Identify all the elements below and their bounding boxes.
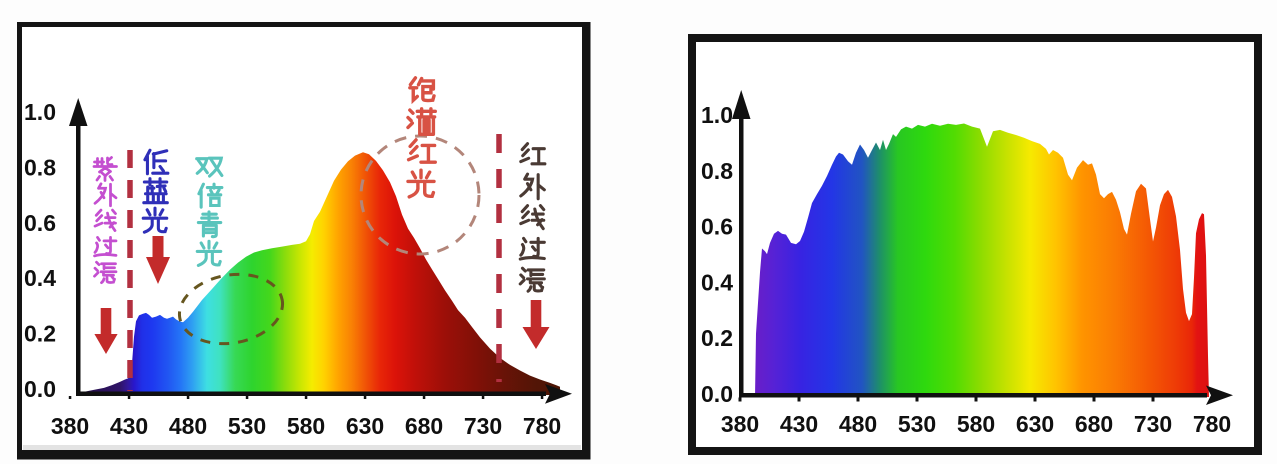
svg-text:780: 780	[523, 413, 561, 439]
svg-text:480: 480	[169, 413, 207, 439]
svg-text:580: 580	[287, 413, 325, 439]
svg-text:730: 730	[464, 413, 502, 439]
svg-text:0.6: 0.6	[701, 214, 733, 240]
svg-text:430: 430	[780, 411, 818, 437]
svg-text:530: 530	[898, 411, 936, 437]
svg-text:380: 380	[721, 411, 759, 437]
svg-text:430: 430	[110, 413, 148, 439]
svg-text:0.6: 0.6	[24, 210, 56, 236]
svg-text:680: 680	[405, 413, 443, 439]
svg-text:380: 380	[51, 413, 89, 439]
svg-text:0.8: 0.8	[701, 158, 733, 184]
svg-text:630: 630	[346, 413, 384, 439]
svg-text:730: 730	[1134, 411, 1172, 437]
svg-text:480: 480	[839, 411, 877, 437]
svg-text:630: 630	[1016, 411, 1054, 437]
svg-text:1.0: 1.0	[701, 102, 733, 128]
svg-text:0.4: 0.4	[24, 265, 56, 291]
svg-text:780: 780	[1193, 411, 1231, 437]
svg-text:1.0: 1.0	[24, 99, 56, 125]
svg-text:0.0: 0.0	[24, 376, 56, 402]
svg-text:0.2: 0.2	[701, 325, 733, 351]
svg-text:530: 530	[228, 413, 266, 439]
svg-text:0.2: 0.2	[24, 321, 56, 347]
svg-text:680: 680	[1075, 411, 1113, 437]
svg-text:0.8: 0.8	[24, 154, 56, 180]
svg-text:0.0: 0.0	[701, 381, 733, 407]
svg-text:0.4: 0.4	[701, 269, 733, 295]
svg-text:580: 580	[957, 411, 995, 437]
